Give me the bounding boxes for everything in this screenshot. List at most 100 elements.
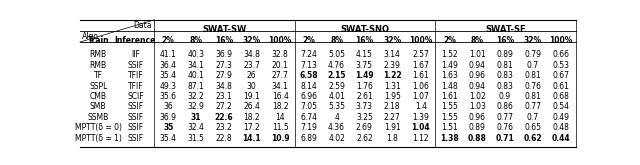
Text: 22.6: 22.6 [214, 113, 233, 122]
Text: 8%: 8% [189, 36, 202, 45]
Text: 0.65: 0.65 [524, 123, 541, 132]
Text: SSIF: SSIF [127, 113, 143, 122]
Text: 0.61: 0.61 [553, 82, 570, 91]
Text: 27.7: 27.7 [272, 71, 289, 80]
Text: 23.2: 23.2 [216, 123, 232, 132]
Text: 1.22: 1.22 [383, 71, 401, 80]
Text: 36: 36 [163, 102, 173, 111]
Text: 26: 26 [247, 71, 257, 80]
Text: MPTT(δ = 0): MPTT(δ = 0) [75, 123, 122, 132]
Text: 1.67: 1.67 [412, 61, 429, 70]
Text: 1.06: 1.06 [412, 82, 429, 91]
Text: 0.86: 0.86 [497, 102, 513, 111]
Text: 22.8: 22.8 [216, 134, 232, 143]
Text: 0.77: 0.77 [497, 113, 513, 122]
Text: 4.02: 4.02 [328, 134, 345, 143]
Text: 1.04: 1.04 [412, 123, 430, 132]
Text: 32%: 32% [243, 36, 260, 45]
Text: 7.19: 7.19 [300, 123, 317, 132]
Text: 0.94: 0.94 [468, 61, 486, 70]
Text: 3.75: 3.75 [356, 61, 373, 70]
Text: 1.38: 1.38 [440, 134, 459, 143]
Text: 35.4: 35.4 [160, 134, 177, 143]
Text: 14: 14 [275, 113, 285, 122]
Text: 0.79: 0.79 [524, 50, 541, 59]
Text: 100%: 100% [409, 36, 433, 45]
Text: 35.4: 35.4 [160, 71, 177, 80]
Text: 0.49: 0.49 [553, 113, 570, 122]
Text: 6.58: 6.58 [300, 71, 318, 80]
Text: 0.66: 0.66 [553, 50, 570, 59]
Text: 2.59: 2.59 [328, 82, 345, 91]
Text: 1.61: 1.61 [441, 92, 458, 101]
Text: 8%: 8% [330, 36, 343, 45]
Text: 40.3: 40.3 [188, 50, 205, 59]
Text: 36.9: 36.9 [215, 50, 232, 59]
Text: 1.51: 1.51 [441, 123, 458, 132]
Text: Algo: Algo [82, 32, 99, 41]
Text: 1.02: 1.02 [468, 92, 486, 101]
Text: 2.57: 2.57 [412, 50, 429, 59]
Text: 0.81: 0.81 [497, 61, 513, 70]
Text: 32%: 32% [524, 36, 542, 45]
Text: 1.49: 1.49 [355, 71, 374, 80]
Text: 16%: 16% [496, 36, 514, 45]
Text: 20.1: 20.1 [272, 61, 289, 70]
Text: 2.18: 2.18 [384, 102, 401, 111]
Text: 4.76: 4.76 [328, 61, 345, 70]
Text: 4: 4 [334, 113, 339, 122]
Text: 6.74: 6.74 [300, 113, 317, 122]
Text: SSIF: SSIF [127, 123, 143, 132]
Text: 1.52: 1.52 [441, 50, 458, 59]
Text: 2.39: 2.39 [384, 61, 401, 70]
Text: MPTT(δ = 1): MPTT(δ = 1) [75, 134, 122, 143]
Text: SMB: SMB [90, 102, 106, 111]
Text: 5.05: 5.05 [328, 50, 345, 59]
Text: 7.24: 7.24 [300, 50, 317, 59]
Text: 0.53: 0.53 [553, 61, 570, 70]
Text: 1.07: 1.07 [412, 92, 429, 101]
Text: 36.4: 36.4 [160, 61, 177, 70]
Text: 2.69: 2.69 [356, 123, 373, 132]
Text: 34.1: 34.1 [272, 82, 289, 91]
Text: 40.1: 40.1 [188, 71, 204, 80]
Text: 2.61: 2.61 [356, 92, 372, 101]
Text: 0.7: 0.7 [527, 113, 539, 122]
Text: 2%: 2% [162, 36, 175, 45]
Text: 31.5: 31.5 [188, 134, 204, 143]
Text: 23.7: 23.7 [243, 61, 260, 70]
Text: 87.1: 87.1 [188, 82, 204, 91]
Text: Data: Data [133, 21, 152, 30]
Text: 34.8: 34.8 [243, 50, 260, 59]
Text: 0.83: 0.83 [497, 71, 513, 80]
Text: 27.3: 27.3 [216, 61, 232, 70]
Text: 3.14: 3.14 [384, 50, 401, 59]
Text: TF: TF [93, 71, 102, 80]
Text: 0.7: 0.7 [527, 61, 539, 70]
Text: 32.8: 32.8 [272, 50, 289, 59]
Text: 0.81: 0.81 [524, 71, 541, 80]
Text: 11.5: 11.5 [272, 123, 289, 132]
Text: 0.44: 0.44 [552, 134, 571, 143]
Text: 16%: 16% [215, 36, 233, 45]
Text: 16%: 16% [355, 36, 374, 45]
Text: 6.96: 6.96 [300, 92, 317, 101]
Text: 8.14: 8.14 [300, 82, 317, 91]
Text: 0.76: 0.76 [497, 123, 513, 132]
Text: 0.89: 0.89 [468, 123, 486, 132]
Text: 4.15: 4.15 [356, 50, 373, 59]
Text: 0.9: 0.9 [499, 92, 511, 101]
Text: 35.6: 35.6 [160, 92, 177, 101]
Text: 41.1: 41.1 [160, 50, 177, 59]
Text: 100%: 100% [550, 36, 573, 45]
Text: 1.49: 1.49 [441, 61, 458, 70]
Text: 1.12: 1.12 [412, 134, 429, 143]
Text: 2.62: 2.62 [356, 134, 372, 143]
Text: RMB: RMB [90, 50, 107, 59]
Text: RMB: RMB [90, 61, 107, 70]
Text: TFIF: TFIF [127, 71, 143, 80]
Text: SSIF: SSIF [127, 61, 143, 70]
Text: 23.1: 23.1 [216, 92, 232, 101]
Text: 2%: 2% [302, 36, 316, 45]
Text: 34.1: 34.1 [188, 61, 204, 70]
